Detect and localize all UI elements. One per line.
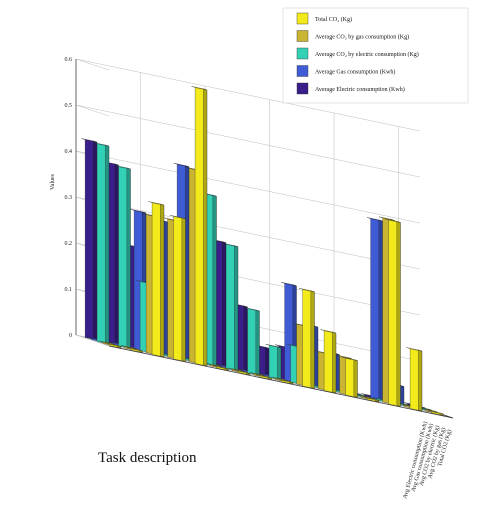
- bar: [234, 369, 251, 376]
- gridline: [75, 334, 110, 347]
- bar: [102, 161, 119, 345]
- legend-swatch: [296, 30, 309, 42]
- bar: [427, 410, 444, 416]
- y-tick-label: 0.3: [65, 195, 73, 201]
- bar: [320, 329, 337, 394]
- bar: [255, 374, 272, 380]
- bar: [341, 356, 358, 398]
- gridline: [75, 104, 421, 178]
- legend-swatch: [296, 82, 309, 95]
- bar: [243, 307, 260, 376]
- x-axis-title: Task description: [98, 450, 197, 466]
- bar: [406, 347, 423, 412]
- bar: [212, 365, 229, 371]
- bar: [222, 242, 239, 372]
- y-tick-labels: 0 0.1 0.2 0.3 0.4 0.5 0.6: [65, 57, 73, 339]
- bar: [93, 142, 110, 345]
- bar: [200, 192, 217, 367]
- bar: [363, 396, 380, 403]
- bar: [81, 138, 98, 341]
- x-axis-line: [108, 345, 454, 419]
- y-tick-label: 0.4: [65, 149, 73, 155]
- legend-entry: Average CO₂ by gas consumption (Kg): [315, 34, 409, 41]
- bar: [253, 344, 270, 377]
- y-tick-label: 0.6: [65, 57, 73, 63]
- legend-swatch: [296, 65, 309, 77]
- y-tick-label: 0.1: [65, 287, 73, 293]
- bar: [126, 347, 143, 353]
- bar: [384, 218, 401, 407]
- legend-entry: Total CO₂ (Kg): [315, 16, 352, 23]
- legend-entry: Average CO₂ by electric consumption (Kg): [315, 51, 419, 58]
- bar: [231, 303, 248, 372]
- bar: [169, 215, 186, 362]
- chart-bars: [81, 86, 444, 416]
- y-axis-title: Values: [50, 173, 56, 190]
- bar: [298, 288, 315, 389]
- bar: [366, 217, 383, 401]
- y-tick-label: 0.2: [65, 241, 73, 247]
- bar: [265, 343, 282, 381]
- legend-entry: Average Electric consumption (Kwh): [315, 86, 405, 93]
- legend-swatch: [296, 12, 309, 25]
- bar: [105, 342, 122, 349]
- legend-swatch: [296, 47, 309, 60]
- bar: [148, 201, 165, 358]
- bar: [277, 378, 294, 385]
- bar: [191, 86, 208, 367]
- legend: Total CO₂ (Kg) Average CO₂ by gas consump…: [282, 7, 469, 104]
- y-tick-label: 0: [69, 333, 72, 339]
- legend-box: [282, 7, 469, 104]
- depth-tick-labels: Avg Electric consumption (Kwh)Avg Gas co…: [402, 421, 453, 500]
- legend-entry: Average Gas consumption (Kwh): [315, 69, 395, 76]
- y-tick-label: 0.5: [65, 103, 73, 109]
